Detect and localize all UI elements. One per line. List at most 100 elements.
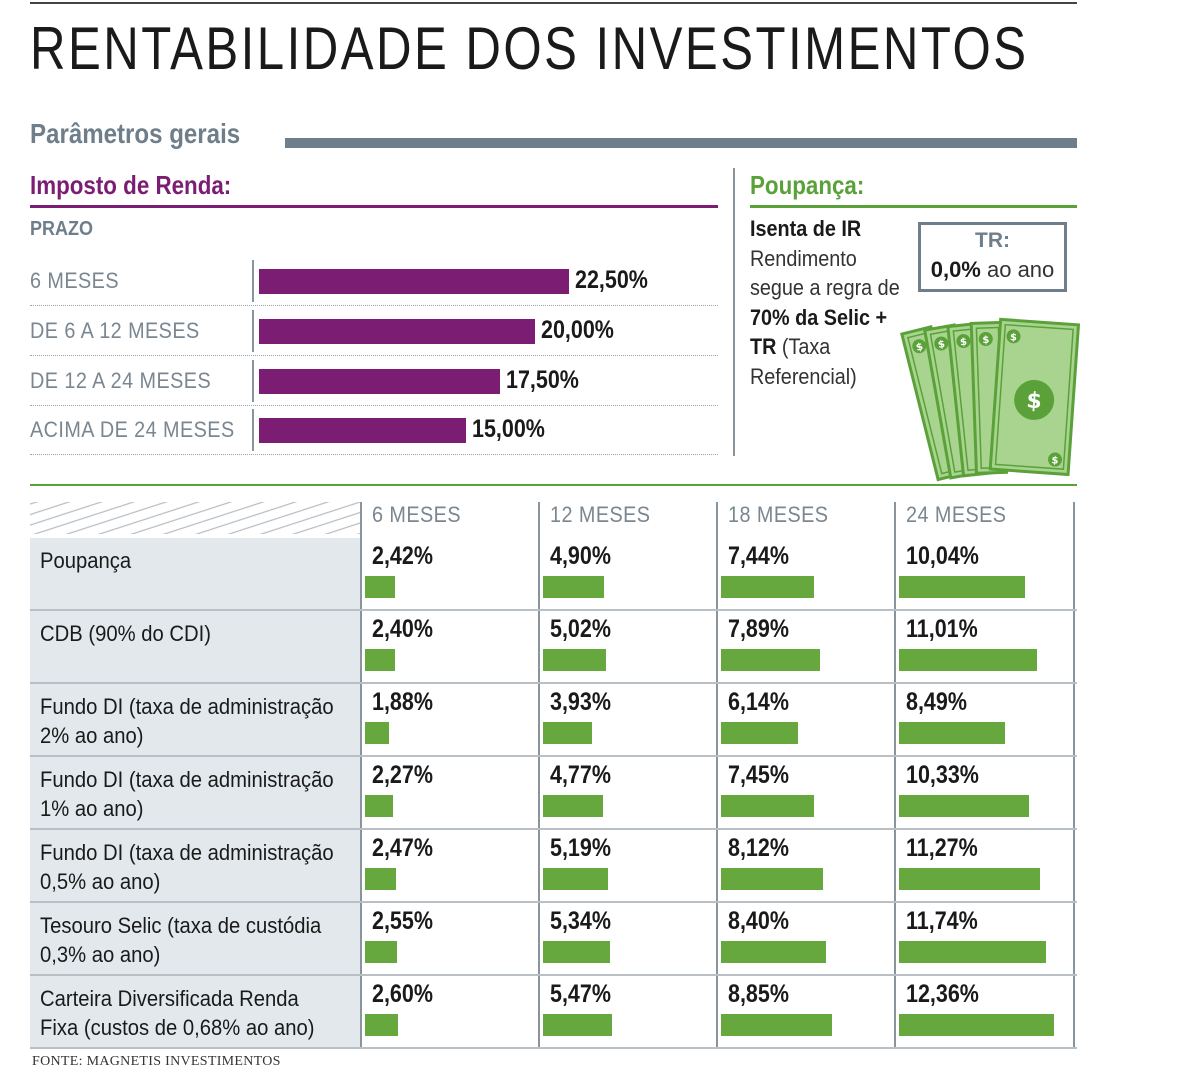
poupanca-rule <box>750 205 1077 208</box>
row-label-background <box>30 538 360 609</box>
ir-row-separator <box>252 310 254 352</box>
ir-bar <box>259 319 535 344</box>
row-divider <box>30 1047 1077 1049</box>
cell-value: 10,33% <box>906 761 979 789</box>
cell-value: 2,40% <box>372 615 433 643</box>
cell-value: 2,47% <box>372 834 433 862</box>
row-label-background <box>30 903 360 974</box>
ir-row-dotted-line <box>30 454 718 455</box>
ir-row: DE 6 A 12 MESES 20,00% <box>30 306 718 356</box>
poupanca-isenta: Isenta de IR <box>750 216 862 241</box>
row-divider <box>30 755 1077 757</box>
svg-text:$: $ <box>937 339 946 351</box>
row-label: Tesouro Selic (taxa de custódia 0,3% ao … <box>40 913 322 967</box>
cell-value: 2,27% <box>372 761 433 789</box>
poupanca-title: Poupança: <box>750 170 865 200</box>
column-header: 6 MESES <box>372 502 461 527</box>
cell-value: 8,49% <box>906 688 967 716</box>
ir-row: ACIMA DE 24 MESES 15,00% <box>30 405 718 455</box>
column-separator <box>894 502 896 1047</box>
cell-bar <box>721 1014 832 1036</box>
ir-row-separator <box>252 409 254 451</box>
poupanca-text-bold: 70% da Selic + TR <box>750 304 888 360</box>
tr-box: TR: 0,0% ao ano <box>918 222 1067 292</box>
cell-value: 3,93% <box>550 688 611 716</box>
ir-row-label: 6 MESES <box>30 268 119 293</box>
banknote-icon: $ $ $ <box>988 317 1080 477</box>
ir-row: DE 12 A 24 MESES 17,50% <box>30 356 718 406</box>
cell-value: 1,88% <box>372 688 433 716</box>
row-label: Fundo DI (taxa de administração 2% ao an… <box>40 694 334 748</box>
svg-text:$: $ <box>982 335 989 346</box>
header-hatch <box>30 502 360 534</box>
cell-value: 5,47% <box>550 980 611 1008</box>
cell-value: 11,27% <box>906 834 978 862</box>
cell-bar <box>721 941 826 963</box>
cell-bar <box>543 868 608 890</box>
ir-row-dotted-line <box>30 305 718 306</box>
row-label-background <box>30 611 360 682</box>
imposto-renda-rule <box>30 205 718 208</box>
cell-value: 2,60% <box>372 980 433 1008</box>
cell-bar <box>899 576 1025 598</box>
row-label: Fundo DI (taxa de administração 1% ao an… <box>40 767 334 821</box>
ir-row-dotted-line <box>30 355 718 356</box>
ir-bar-value: 15,00% <box>472 415 545 443</box>
ir-row-label: DE 12 A 24 MESES <box>30 368 212 393</box>
row-divider <box>30 828 1077 830</box>
cell-bar <box>899 868 1040 890</box>
tr-value: 0,0% ao ano <box>921 257 1064 283</box>
ir-bar-value: 20,00% <box>541 316 614 344</box>
cell-bar <box>721 576 814 598</box>
cell-value: 8,40% <box>728 907 789 935</box>
cell-value: 7,89% <box>728 615 789 643</box>
svg-text:$: $ <box>960 337 968 349</box>
svg-text:$: $ <box>915 341 924 353</box>
row-divider <box>30 901 1077 903</box>
cell-bar <box>899 795 1029 817</box>
column-separator <box>1073 502 1075 1047</box>
row-divider <box>30 609 1077 611</box>
source-note: FONTE: MAGNETIS INVESTIMENTOS <box>32 1054 281 1069</box>
vertical-divider <box>733 168 735 456</box>
prazo-label: PRAZO <box>30 218 93 240</box>
section-heading: Parâmetros gerais <box>30 118 241 149</box>
poupanca-text-2: (Taxa Referencial) <box>750 334 857 389</box>
svg-text:$: $ <box>1010 332 1018 343</box>
cell-bar <box>543 1014 612 1036</box>
money-stack-icon: $ $ $ $ $ $ $ <box>900 317 1080 482</box>
cell-bar <box>899 722 1005 744</box>
cell-bar <box>899 941 1046 963</box>
column-separator <box>360 502 362 1047</box>
cell-bar <box>543 649 606 671</box>
page-title: RENTABILIDADE DOS INVESTIMENTOS <box>30 15 1029 82</box>
cell-value: 7,44% <box>728 542 789 570</box>
row-label: Fundo DI (taxa de administração 0,5% ao … <box>40 840 334 894</box>
ir-bar <box>259 369 500 394</box>
ir-row: 6 MESES 22,50% <box>30 256 718 306</box>
ir-bar <box>259 418 466 443</box>
cell-value: 7,45% <box>728 761 789 789</box>
cell-bar <box>365 1014 398 1036</box>
svg-text:$: $ <box>1026 388 1043 414</box>
tr-label: TR: <box>975 229 1010 252</box>
cell-bar <box>899 1014 1054 1036</box>
cell-value: 10,04% <box>906 542 979 570</box>
row-label-background <box>30 830 360 901</box>
table-top-rule <box>30 484 1077 486</box>
cell-bar <box>721 795 814 817</box>
cell-value: 11,74% <box>906 907 978 935</box>
imposto-renda-title: Imposto de Renda: <box>30 170 232 200</box>
cell-value: 5,19% <box>550 834 611 862</box>
cell-bar <box>543 941 610 963</box>
column-separator <box>538 502 540 1047</box>
row-label: Poupança <box>40 548 132 573</box>
cell-value: 11,01% <box>906 615 978 643</box>
column-header: 12 MESES <box>550 502 651 527</box>
section-heading-bar <box>285 138 1077 148</box>
ir-row-separator <box>252 260 254 302</box>
ir-row-label: ACIMA DE 24 MESES <box>30 417 235 442</box>
cell-value: 12,36% <box>906 980 979 1008</box>
ir-row-dotted-line <box>30 405 718 406</box>
cell-bar <box>365 576 395 598</box>
